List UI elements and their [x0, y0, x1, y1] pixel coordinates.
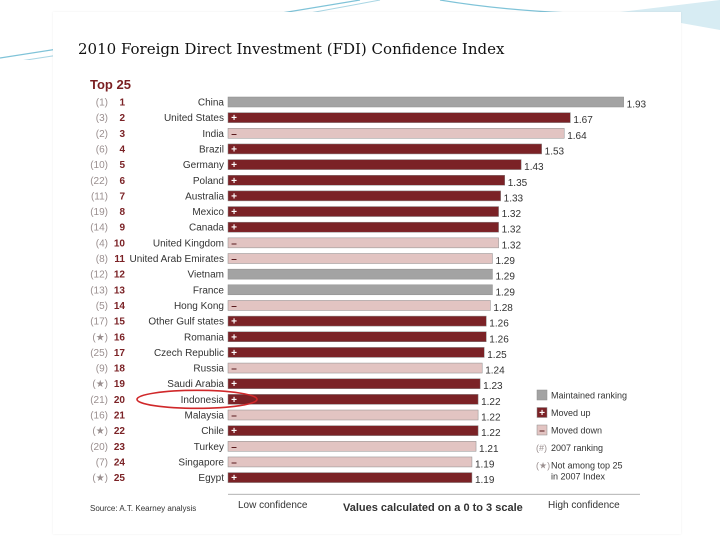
axis-high-label: High confidence: [548, 500, 620, 511]
x-axis-title: Values calculated on a 0 to 3 scale: [343, 502, 523, 514]
chart-source: Source: A.T. Kearney analysis: [90, 504, 197, 513]
axis-low-label: Low confidence: [238, 500, 308, 511]
chart-subtitle: Top 25: [90, 77, 131, 92]
slide-panel: [53, 12, 681, 534]
slide-title: 2010 Foreign Direct Investment (FDI) Con…: [78, 40, 505, 58]
